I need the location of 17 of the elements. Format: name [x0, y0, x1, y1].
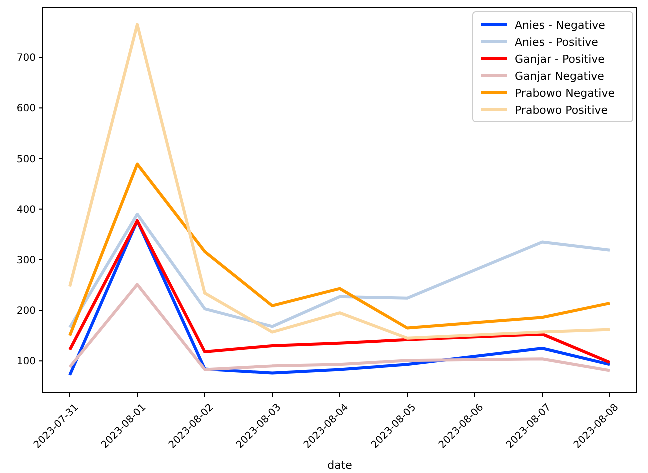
legend-label: Ganjar Negative	[515, 70, 605, 83]
y-tick-label: 600	[16, 104, 36, 115]
legend-label: Anies - Negative	[515, 18, 606, 32]
y-tick-label: 100	[16, 356, 36, 368]
legend-label: Ganjar - Positive	[515, 52, 606, 66]
line-series	[68, 162, 612, 338]
y-tick-label: 300	[16, 255, 36, 266]
x-axis-title: date	[328, 459, 353, 472]
legend-label: Anies - Positive	[515, 36, 599, 49]
line-series	[68, 212, 612, 330]
y-tick-label: 500	[16, 154, 36, 166]
line-series	[68, 283, 612, 372]
legend-label: Prabowo Positive	[515, 104, 608, 117]
y-tick-label: 700	[16, 53, 36, 64]
y-tick-label: 200	[16, 306, 36, 318]
y-tick-label: 400	[16, 204, 36, 216]
legend-label: Prabowo Negative	[515, 86, 616, 100]
